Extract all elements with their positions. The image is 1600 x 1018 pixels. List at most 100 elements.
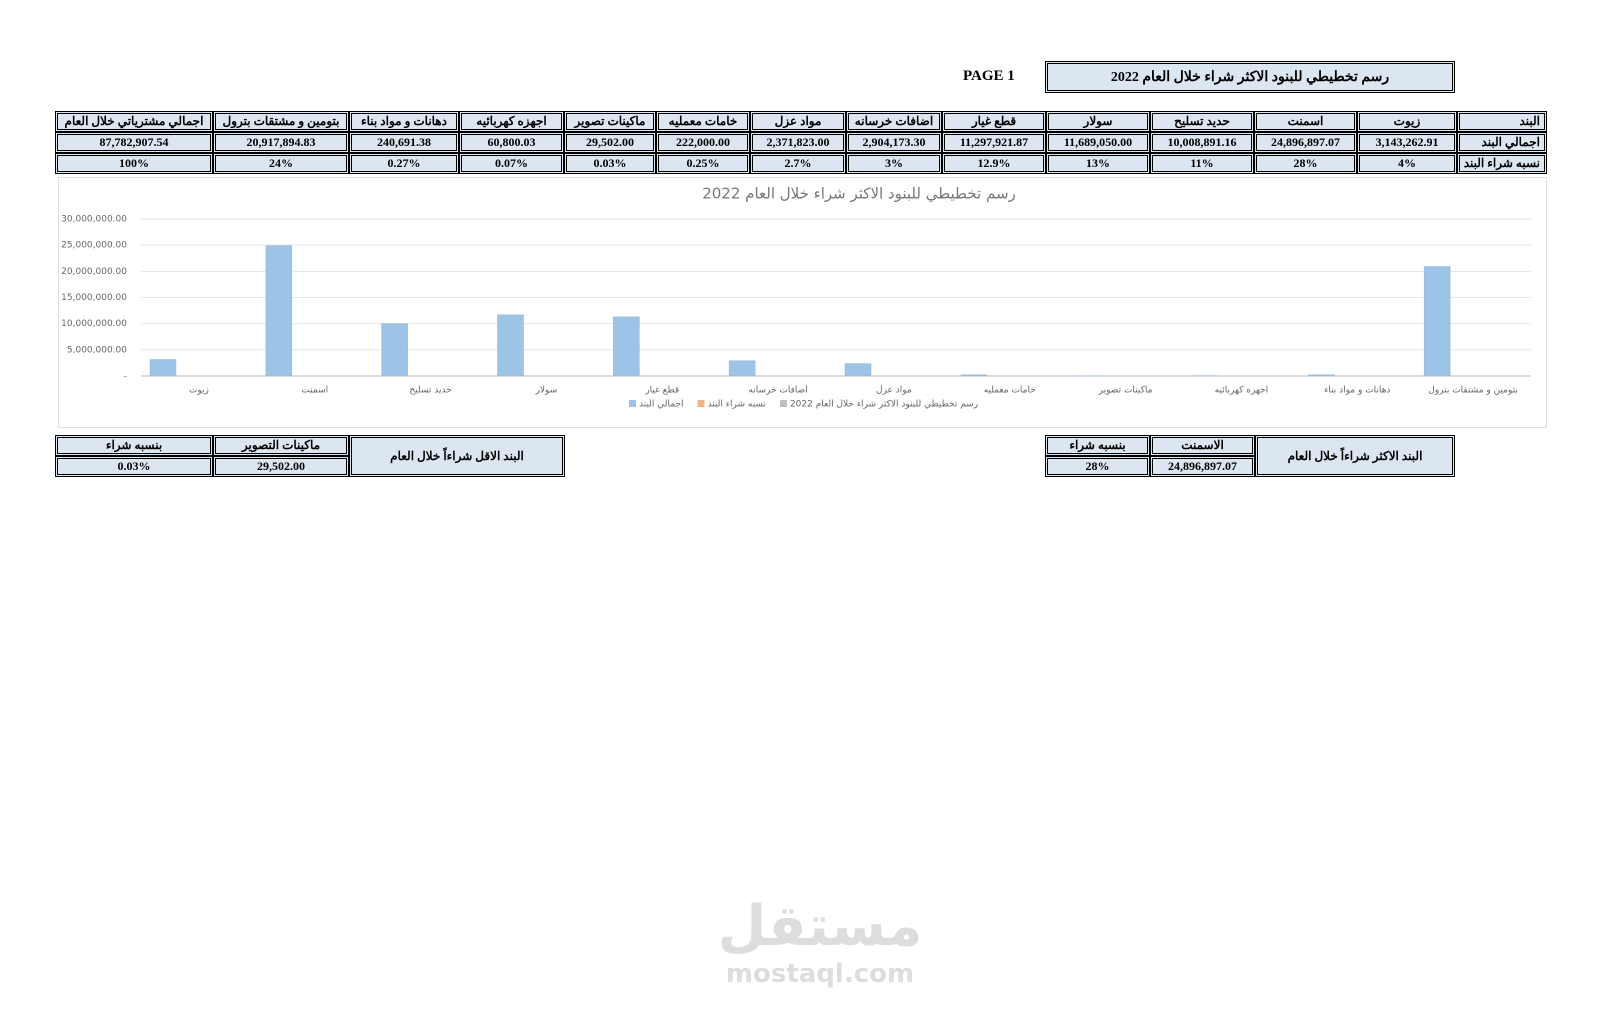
summary-cell: بنسبه شراء (55, 435, 213, 456)
y-tick-label: 20,000,000.00 (61, 267, 127, 277)
table-cell: 60,800.03 (459, 132, 564, 153)
table-cell: 0.27% (349, 153, 459, 174)
bar (265, 245, 293, 377)
table-cell: مواد عزل (750, 111, 846, 132)
summary-cell: 24,896,897.07 (1150, 456, 1255, 477)
table-cell: 28% (1254, 153, 1357, 174)
legend-swatch (629, 400, 636, 407)
bar (1423, 266, 1451, 377)
bar (149, 359, 177, 377)
table-cell: 10,008,891.16 (1150, 132, 1254, 153)
bar (728, 360, 756, 377)
x-tick-label: سولار (535, 386, 558, 396)
legend-label: نسبه شراء البند (708, 400, 766, 410)
y-tick-label: 5,000,000.00 (67, 345, 127, 355)
x-tick-label: حديد تسليح (409, 386, 451, 396)
table-cell: 2,904,173.30 (846, 132, 942, 153)
table-cell: 24% (213, 153, 349, 174)
table-cell: 3% (846, 153, 942, 174)
x-tick-label: اسمنت (301, 386, 328, 396)
table-cell: 3,143,262.91 (1357, 132, 1457, 153)
table-cell: 0.03% (564, 153, 656, 174)
bar (497, 314, 524, 377)
x-tick-label: اجهزه كهربائيه (1215, 386, 1268, 396)
table-cell: نسبه شراء البند (1457, 153, 1547, 174)
x-tick-label: مواد عزل (876, 386, 912, 396)
bar (844, 363, 872, 377)
table-cell: دهانات و مواد بناء (349, 111, 459, 132)
table-cell: بتومين و مشتقات بترول (213, 111, 349, 132)
table-cell: 12.9% (942, 153, 1046, 174)
page-number: PAGE 1 (963, 68, 1015, 84)
summary-cell: 0.03% (55, 456, 213, 477)
legend-label: رسم تخطيطي للبنود الاكثر شراء خلال العام… (790, 400, 978, 410)
summary-label: البند الاكثر شراءاً خلال العام (1255, 435, 1455, 477)
table-row: اجمالي البند 3,143,262.91 24,896,897.07 10,… (55, 132, 1547, 153)
table-cell: 20,917,894.83 (213, 132, 349, 153)
chart-title: رسم تخطيطي للبنود الاكثر شراء خلال العام… (702, 185, 1016, 204)
table-cell: 0.07% (459, 153, 564, 174)
table-cell: 4% (1357, 153, 1457, 174)
table-cell: 13% (1046, 153, 1150, 174)
y-tick-label: 30,000,000.00 (61, 215, 127, 225)
chart: رسم تخطيطي للبنود الاكثر شراء خلال العام… (61, 185, 1531, 410)
table-cell: حديد تسليح (1150, 111, 1254, 132)
table-cell: اضافات خرسانه (846, 111, 942, 132)
table-cell: ماكينات تصوير (564, 111, 656, 132)
table-cell: 24,896,897.07 (1254, 132, 1357, 153)
table-cell: 87,782,907.54 (55, 132, 213, 153)
summary-cell: بنسبه شراء (1045, 435, 1150, 456)
legend-label: اجمالي البند (639, 400, 684, 410)
y-tick-label: 10,000,000.00 (61, 319, 127, 329)
summary-cell: 29,502.00 (213, 456, 349, 477)
bar (1308, 374, 1335, 377)
table-cell: البند (1457, 111, 1547, 132)
table-row: نسبه شراء البند 4% 28% 11% 13% 12.9% 3% 2.7% 0.2… (55, 153, 1547, 174)
least-box: البند الاقل شراءاً خلال العام ماكينات الت… (55, 435, 565, 477)
table-cell: 11% (1150, 153, 1254, 174)
x-tick-label: قطع غيار (644, 386, 679, 396)
legend-swatch (779, 400, 787, 407)
table-cell: 2,371,823.00 (750, 132, 846, 153)
table-cell: قطع غيار (942, 111, 1046, 132)
bar (613, 316, 640, 377)
y-tick-label: 15,000,000.00 (61, 293, 127, 303)
summary-cell: 28% (1045, 456, 1150, 477)
data-table: البند زيوت اسمنت حديد تسليح سولار قطع غيار اضا… (55, 111, 1547, 174)
table-cell: اجمالي البند (1457, 132, 1547, 153)
table-cell: 100% (55, 153, 213, 174)
table-cell: اجمالي مشترياتي خلال العام (55, 111, 213, 132)
x-tick-label: دهانات و مواد بناء (1324, 386, 1390, 396)
legend-swatch (697, 400, 705, 407)
bar (381, 323, 408, 377)
x-tick-label: اضافات خرسانه (748, 386, 807, 396)
y-tick-label: 25,000,000.00 (61, 241, 127, 251)
y-tick-label: - (124, 372, 127, 382)
table-cell: 222,000.00 (656, 132, 750, 153)
x-tick-label: خامات معمليه (984, 386, 1036, 396)
summary-label: البند الاقل شراءاً خلال العام (349, 435, 565, 477)
bar (960, 374, 988, 377)
table-cell: زيوت (1357, 111, 1457, 132)
table-cell: 29,502.00 (564, 132, 656, 153)
table-cell: اسمنت (1254, 111, 1357, 132)
table-cell: اجهزه كهربائيه (459, 111, 564, 132)
most-box: البند الاكثر شراءاً خلال العام الاسمنت بنس… (1045, 435, 1455, 477)
title-box: رسم تخطيطي للبنود الاكثر شراء خلال العام… (1045, 61, 1455, 93)
watermark-site: mostaql.com (725, 959, 915, 989)
summary-cell: الاسمنت (1150, 435, 1255, 456)
table-row: البند زيوت اسمنت حديد تسليح سولار قطع غيار اضا… (55, 111, 1547, 132)
table-cell: 0.25% (656, 153, 750, 174)
summary-cell: ماكينات التصوير (213, 435, 349, 456)
x-tick-label: ماكينات تصوير (1098, 386, 1153, 396)
table-cell: 11,689,050.00 (1046, 132, 1150, 153)
chart-frame: رسم تخطيطي للبنود الاكثر شراء خلال العام… (58, 177, 1547, 428)
x-tick-label: بتومين و مشتقات بترول (1428, 386, 1518, 396)
watermark-brand: مستقل (717, 894, 923, 959)
table-cell: 11,297,921.87 (942, 132, 1046, 153)
watermark: مستقل mostaql.com (690, 894, 950, 990)
x-tick-label: زيوت (189, 386, 209, 396)
table-cell: 2.7% (750, 153, 846, 174)
table-cell: خامات معمليه (656, 111, 750, 132)
